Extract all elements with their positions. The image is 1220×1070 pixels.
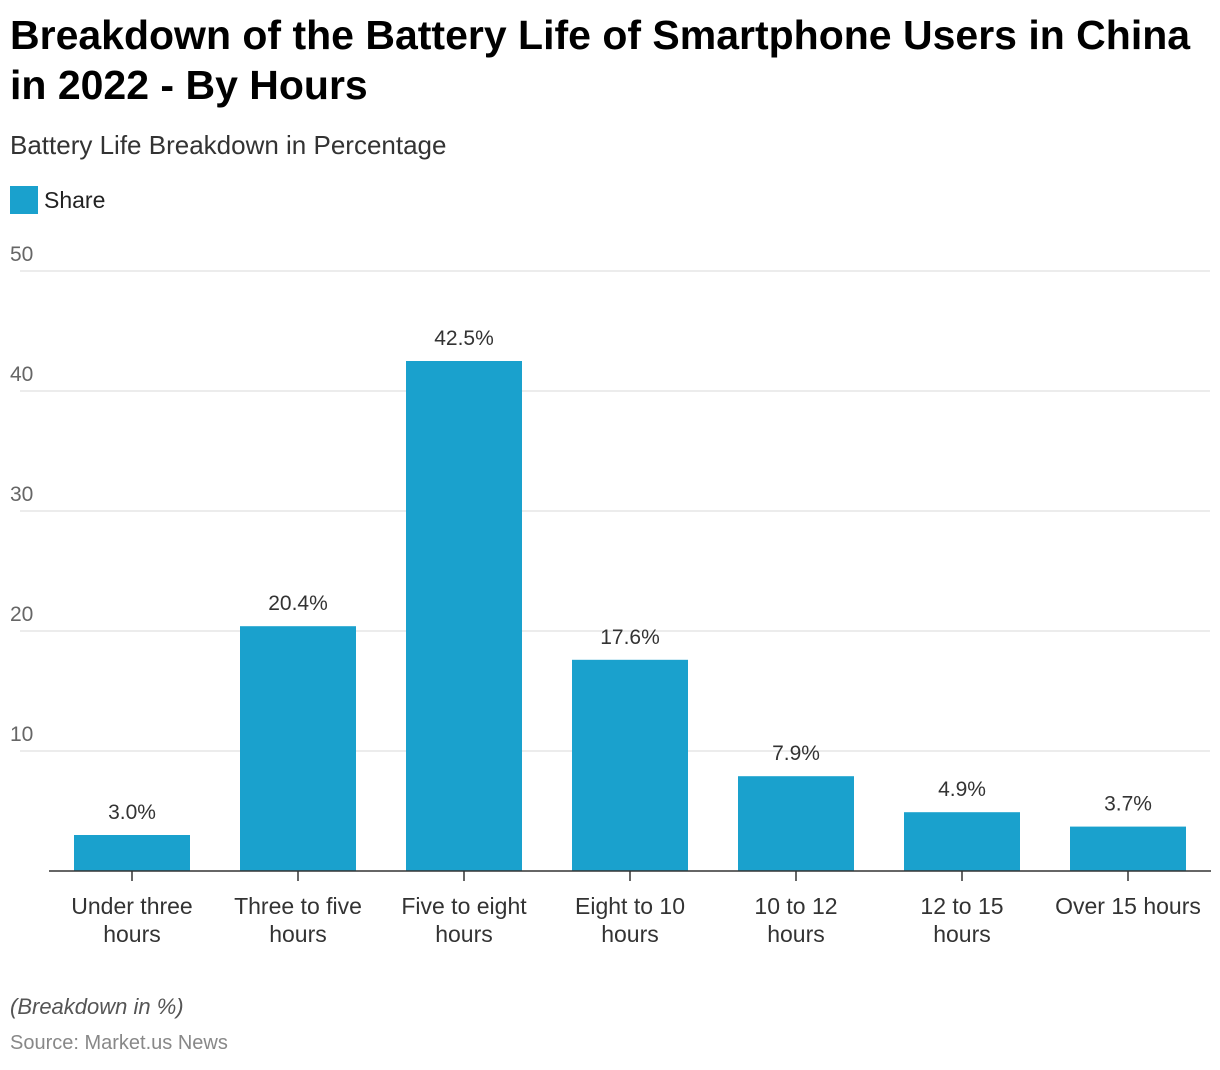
bar [406, 361, 522, 871]
x-tick-label: hours [933, 921, 991, 947]
x-tick-label: 12 to 15 [920, 893, 1003, 919]
data-label: 42.5% [434, 327, 494, 350]
bar [572, 659, 688, 871]
bar [74, 835, 190, 871]
x-tick-label: hours [269, 921, 327, 947]
x-tick-label: Five to eight [401, 893, 527, 919]
data-label: 17.6% [600, 626, 660, 649]
data-label: 20.4% [268, 592, 328, 615]
y-tick-label: 20 [10, 603, 33, 626]
chart-source: Source: Market.us News [10, 1032, 228, 1054]
x-tick-label: Over 15 hours [1055, 893, 1201, 919]
y-tick-label: 10 [10, 723, 33, 746]
chart-title: Breakdown of the Battery Life of Smartph… [10, 12, 1191, 108]
legend-label: Share [44, 186, 106, 213]
bar [904, 812, 1020, 871]
x-tick-label: Eight to 10 [575, 893, 685, 919]
data-label: 3.7% [1104, 793, 1152, 816]
data-label: 3.0% [108, 801, 156, 824]
x-tick-label: Three to five [234, 893, 362, 919]
x-tick-label: hours [767, 921, 825, 947]
chart-subtitle: Battery Life Breakdown in Percentage [10, 130, 447, 160]
bar [1070, 826, 1186, 871]
legend-swatch [10, 186, 38, 214]
y-tick-label: 50 [10, 243, 33, 266]
x-tick-label: hours [601, 921, 659, 947]
data-label: 7.9% [772, 742, 820, 765]
chart-note: (Breakdown in %) [10, 994, 184, 1019]
bar [738, 776, 854, 871]
legend: Share [10, 186, 105, 214]
y-tick-label: 30 [10, 483, 33, 506]
y-tick-label: 40 [10, 363, 33, 386]
bar [240, 626, 356, 871]
x-tick-label: hours [435, 921, 493, 947]
data-label: 4.9% [938, 778, 986, 801]
x-tick-label: 10 to 12 [754, 893, 837, 919]
x-tick-label: Under three [71, 893, 192, 919]
x-tick-label: hours [103, 921, 161, 947]
